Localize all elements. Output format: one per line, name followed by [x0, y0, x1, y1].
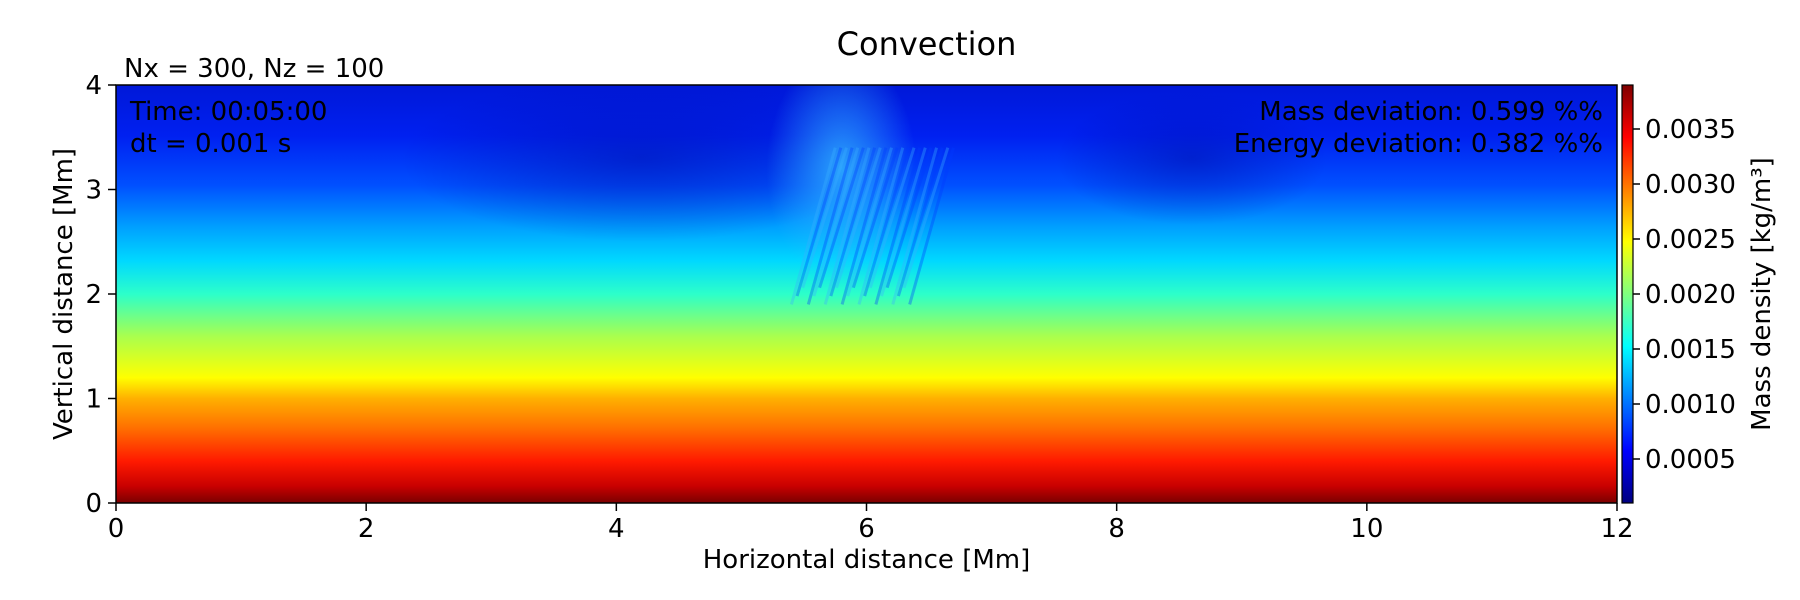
wave-stripe	[846, 147, 893, 297]
mass-deviation-annotation: Mass deviation: 0.599 %%	[1259, 97, 1603, 127]
x-axis-label: Horizontal distance [Mm]	[703, 545, 1031, 575]
x-tick-label: 6	[858, 514, 875, 544]
wave-stripe	[857, 147, 905, 305]
wave-stripe	[835, 147, 882, 289]
x-tick-label: 4	[608, 514, 625, 544]
y-tick-label: 3	[85, 176, 102, 206]
wave-stripe	[790, 147, 837, 305]
y-axis: 0 1 2 3 4	[85, 71, 116, 519]
colorbar-ticks: 0.0005 0.0010 0.0015 0.0020 0.0025 0.0030 0.00…	[1633, 115, 1736, 475]
y-tick-label: 1	[85, 385, 102, 415]
colorbar-tick-label: 0.0005	[1645, 445, 1736, 475]
wave-stripe	[896, 147, 944, 297]
wave-stripe	[812, 147, 860, 297]
wave-stripe	[863, 147, 910, 297]
x-tick-label: 10	[1350, 514, 1383, 544]
colorbar-tick-label: 0.0020	[1645, 280, 1736, 310]
energy-deviation-annotation: Energy deviation: 0.382 %%	[1234, 129, 1603, 159]
y-tick-label: 4	[85, 71, 102, 101]
colorbar-tick-label: 0.0035	[1645, 115, 1736, 145]
colorbar-tick-label: 0.0025	[1645, 225, 1736, 255]
wave-stripe	[823, 147, 871, 305]
colorbar-tick-label: 0.0010	[1645, 390, 1736, 420]
colorbar	[1621, 84, 1634, 504]
wave-stripe	[801, 147, 848, 289]
x-tick-label: 0	[108, 514, 125, 544]
wave-stripe	[908, 147, 955, 305]
wave-stripe	[868, 147, 916, 289]
y-tick-label: 2	[85, 280, 102, 310]
low-density-bowl	[1056, 91, 1327, 226]
colorbar-tick-label: 0.0015	[1645, 335, 1736, 365]
colorbar-tick-label: 0.0030	[1645, 170, 1736, 200]
wave-stripe	[902, 147, 950, 289]
chart-subtitle: Nx = 300, Nz = 100	[124, 54, 384, 84]
central-plume	[766, 85, 917, 286]
y-tick-label: 0	[85, 489, 102, 519]
colorbar-label: Mass density [kg/m³]	[1747, 157, 1777, 431]
wave-stripe	[874, 147, 922, 305]
x-tick-label: 12	[1600, 514, 1633, 544]
x-axis: 0 2 4 6 8 10 12	[108, 503, 1634, 544]
wave-stripe	[880, 147, 927, 297]
wave-stripe	[840, 147, 888, 305]
wave-stripe	[891, 147, 938, 305]
wave-stripe	[851, 147, 899, 289]
time-annotation: Time: 00:05:00	[129, 97, 327, 127]
chart-title: Convection	[837, 25, 1017, 63]
x-tick-label: 8	[1108, 514, 1125, 544]
low-density-bowl	[401, 85, 882, 242]
y-axis-label: Vertical distance [Mm]	[49, 148, 79, 440]
wave-stripe	[829, 147, 877, 297]
wave-stripe	[795, 147, 843, 297]
x-tick-label: 2	[358, 514, 375, 544]
wave-stripe	[818, 147, 865, 289]
wave-stripe	[806, 147, 854, 305]
dt-annotation: dt = 0.001 s	[130, 129, 291, 159]
wave-stripe	[885, 147, 933, 289]
wave-stripes	[790, 147, 955, 305]
